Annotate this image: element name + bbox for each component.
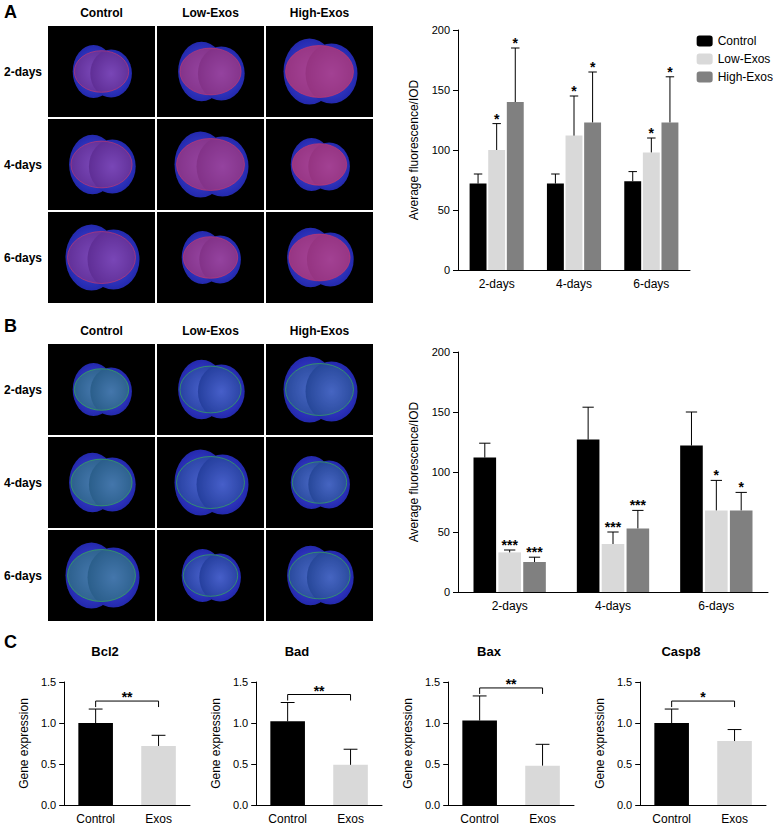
svg-text:*: * xyxy=(571,83,577,99)
svg-text:100: 100 xyxy=(432,466,450,478)
svg-text:Low-Exos: Low-Exos xyxy=(718,52,771,66)
svg-text:Bad: Bad xyxy=(285,644,310,659)
html-text:C: C xyxy=(4,632,17,652)
svg-text:0.5: 0.5 xyxy=(425,758,440,770)
svg-text:*: * xyxy=(667,64,673,80)
svg-text:***: *** xyxy=(526,544,543,560)
svg-text:50: 50 xyxy=(438,204,450,216)
svg-text:High-Exos: High-Exos xyxy=(718,70,773,84)
svg-text:2-days: 2-days xyxy=(4,383,42,397)
svg-text:100: 100 xyxy=(432,144,450,156)
svg-text:1.0: 1.0 xyxy=(233,717,248,729)
svg-text:Control: Control xyxy=(80,6,123,20)
svg-text:Gene expression: Gene expression xyxy=(17,698,31,789)
svg-text:0.0: 0.0 xyxy=(233,799,248,811)
svg-text:0.0: 0.0 xyxy=(41,799,56,811)
svg-text:**: ** xyxy=(122,689,133,705)
svg-text:4-days: 4-days xyxy=(4,158,42,172)
svg-text:2-days: 2-days xyxy=(479,277,515,291)
svg-text:4-days: 4-days xyxy=(4,476,42,490)
svg-text:Control: Control xyxy=(652,812,691,826)
svg-text:Average fluorescence/IOD: Average fluorescence/IOD xyxy=(407,79,421,220)
svg-text:Bax: Bax xyxy=(477,644,502,659)
svg-text:6-days: 6-days xyxy=(4,251,42,265)
svg-text:Gene expression: Gene expression xyxy=(593,698,607,789)
svg-text:High-Exos: High-Exos xyxy=(290,324,350,338)
svg-text:Gene expression: Gene expression xyxy=(401,698,415,789)
svg-text:*: * xyxy=(494,111,500,127)
svg-text:Exos: Exos xyxy=(337,812,364,826)
svg-text:6-days: 6-days xyxy=(698,599,734,613)
svg-text:1.5: 1.5 xyxy=(233,676,248,688)
svg-text:Control: Control xyxy=(80,324,123,338)
svg-text:1.0: 1.0 xyxy=(41,717,56,729)
svg-text:Control: Control xyxy=(268,812,307,826)
svg-text:*: * xyxy=(714,467,720,483)
svg-text:150: 150 xyxy=(432,84,450,96)
svg-text:1.5: 1.5 xyxy=(41,676,56,688)
svg-text:*: * xyxy=(590,59,596,75)
svg-text:0.5: 0.5 xyxy=(233,758,248,770)
svg-text:**: ** xyxy=(314,683,325,699)
svg-text:Exos: Exos xyxy=(145,812,172,826)
svg-text:0.0: 0.0 xyxy=(425,799,440,811)
svg-text:Low-Exos: Low-Exos xyxy=(182,6,239,20)
svg-text:High-Exos: High-Exos xyxy=(290,6,350,20)
svg-text:*: * xyxy=(649,125,655,141)
svg-text:2-days: 2-days xyxy=(492,599,528,613)
svg-text:Exos: Exos xyxy=(529,812,556,826)
svg-text:2-days: 2-days xyxy=(4,65,42,79)
svg-text:6-days: 6-days xyxy=(4,569,42,583)
svg-text:200: 200 xyxy=(432,346,450,358)
svg-text:0: 0 xyxy=(444,586,450,598)
svg-text:***: *** xyxy=(605,519,622,535)
svg-text:Control: Control xyxy=(460,812,499,826)
svg-text:***: *** xyxy=(501,537,518,553)
svg-text:*: * xyxy=(738,479,744,495)
html-text:B: B xyxy=(4,316,17,336)
svg-text:*: * xyxy=(513,35,519,51)
svg-text:1.0: 1.0 xyxy=(617,717,632,729)
svg-text:4-days: 4-days xyxy=(556,277,592,291)
svg-text:Exos: Exos xyxy=(721,812,748,826)
svg-text:Control: Control xyxy=(718,34,757,48)
svg-text:0.5: 0.5 xyxy=(617,758,632,770)
svg-text:200: 200 xyxy=(432,24,450,36)
svg-text:0.5: 0.5 xyxy=(41,758,56,770)
svg-text:**: ** xyxy=(506,676,517,692)
svg-text:***: *** xyxy=(630,497,647,513)
svg-text:1.0: 1.0 xyxy=(425,717,440,729)
svg-text:Average fluorescence/IOD: Average fluorescence/IOD xyxy=(407,401,421,542)
svg-text:Casp8: Casp8 xyxy=(661,644,700,659)
svg-text:Gene expression: Gene expression xyxy=(209,698,223,789)
svg-text:50: 50 xyxy=(438,526,450,538)
svg-text:0: 0 xyxy=(444,264,450,276)
svg-text:Control: Control xyxy=(76,812,115,826)
svg-text:0.0: 0.0 xyxy=(617,799,632,811)
svg-text:1.5: 1.5 xyxy=(617,676,632,688)
svg-text:4-days: 4-days xyxy=(595,599,631,613)
svg-text:1.5: 1.5 xyxy=(425,676,440,688)
svg-text:*: * xyxy=(700,689,706,705)
svg-text:150: 150 xyxy=(432,406,450,418)
svg-text:Bcl2: Bcl2 xyxy=(91,644,118,659)
svg-text:Low-Exos: Low-Exos xyxy=(182,324,239,338)
svg-text:6-days: 6-days xyxy=(633,277,669,291)
html-text:A: A xyxy=(4,2,17,22)
